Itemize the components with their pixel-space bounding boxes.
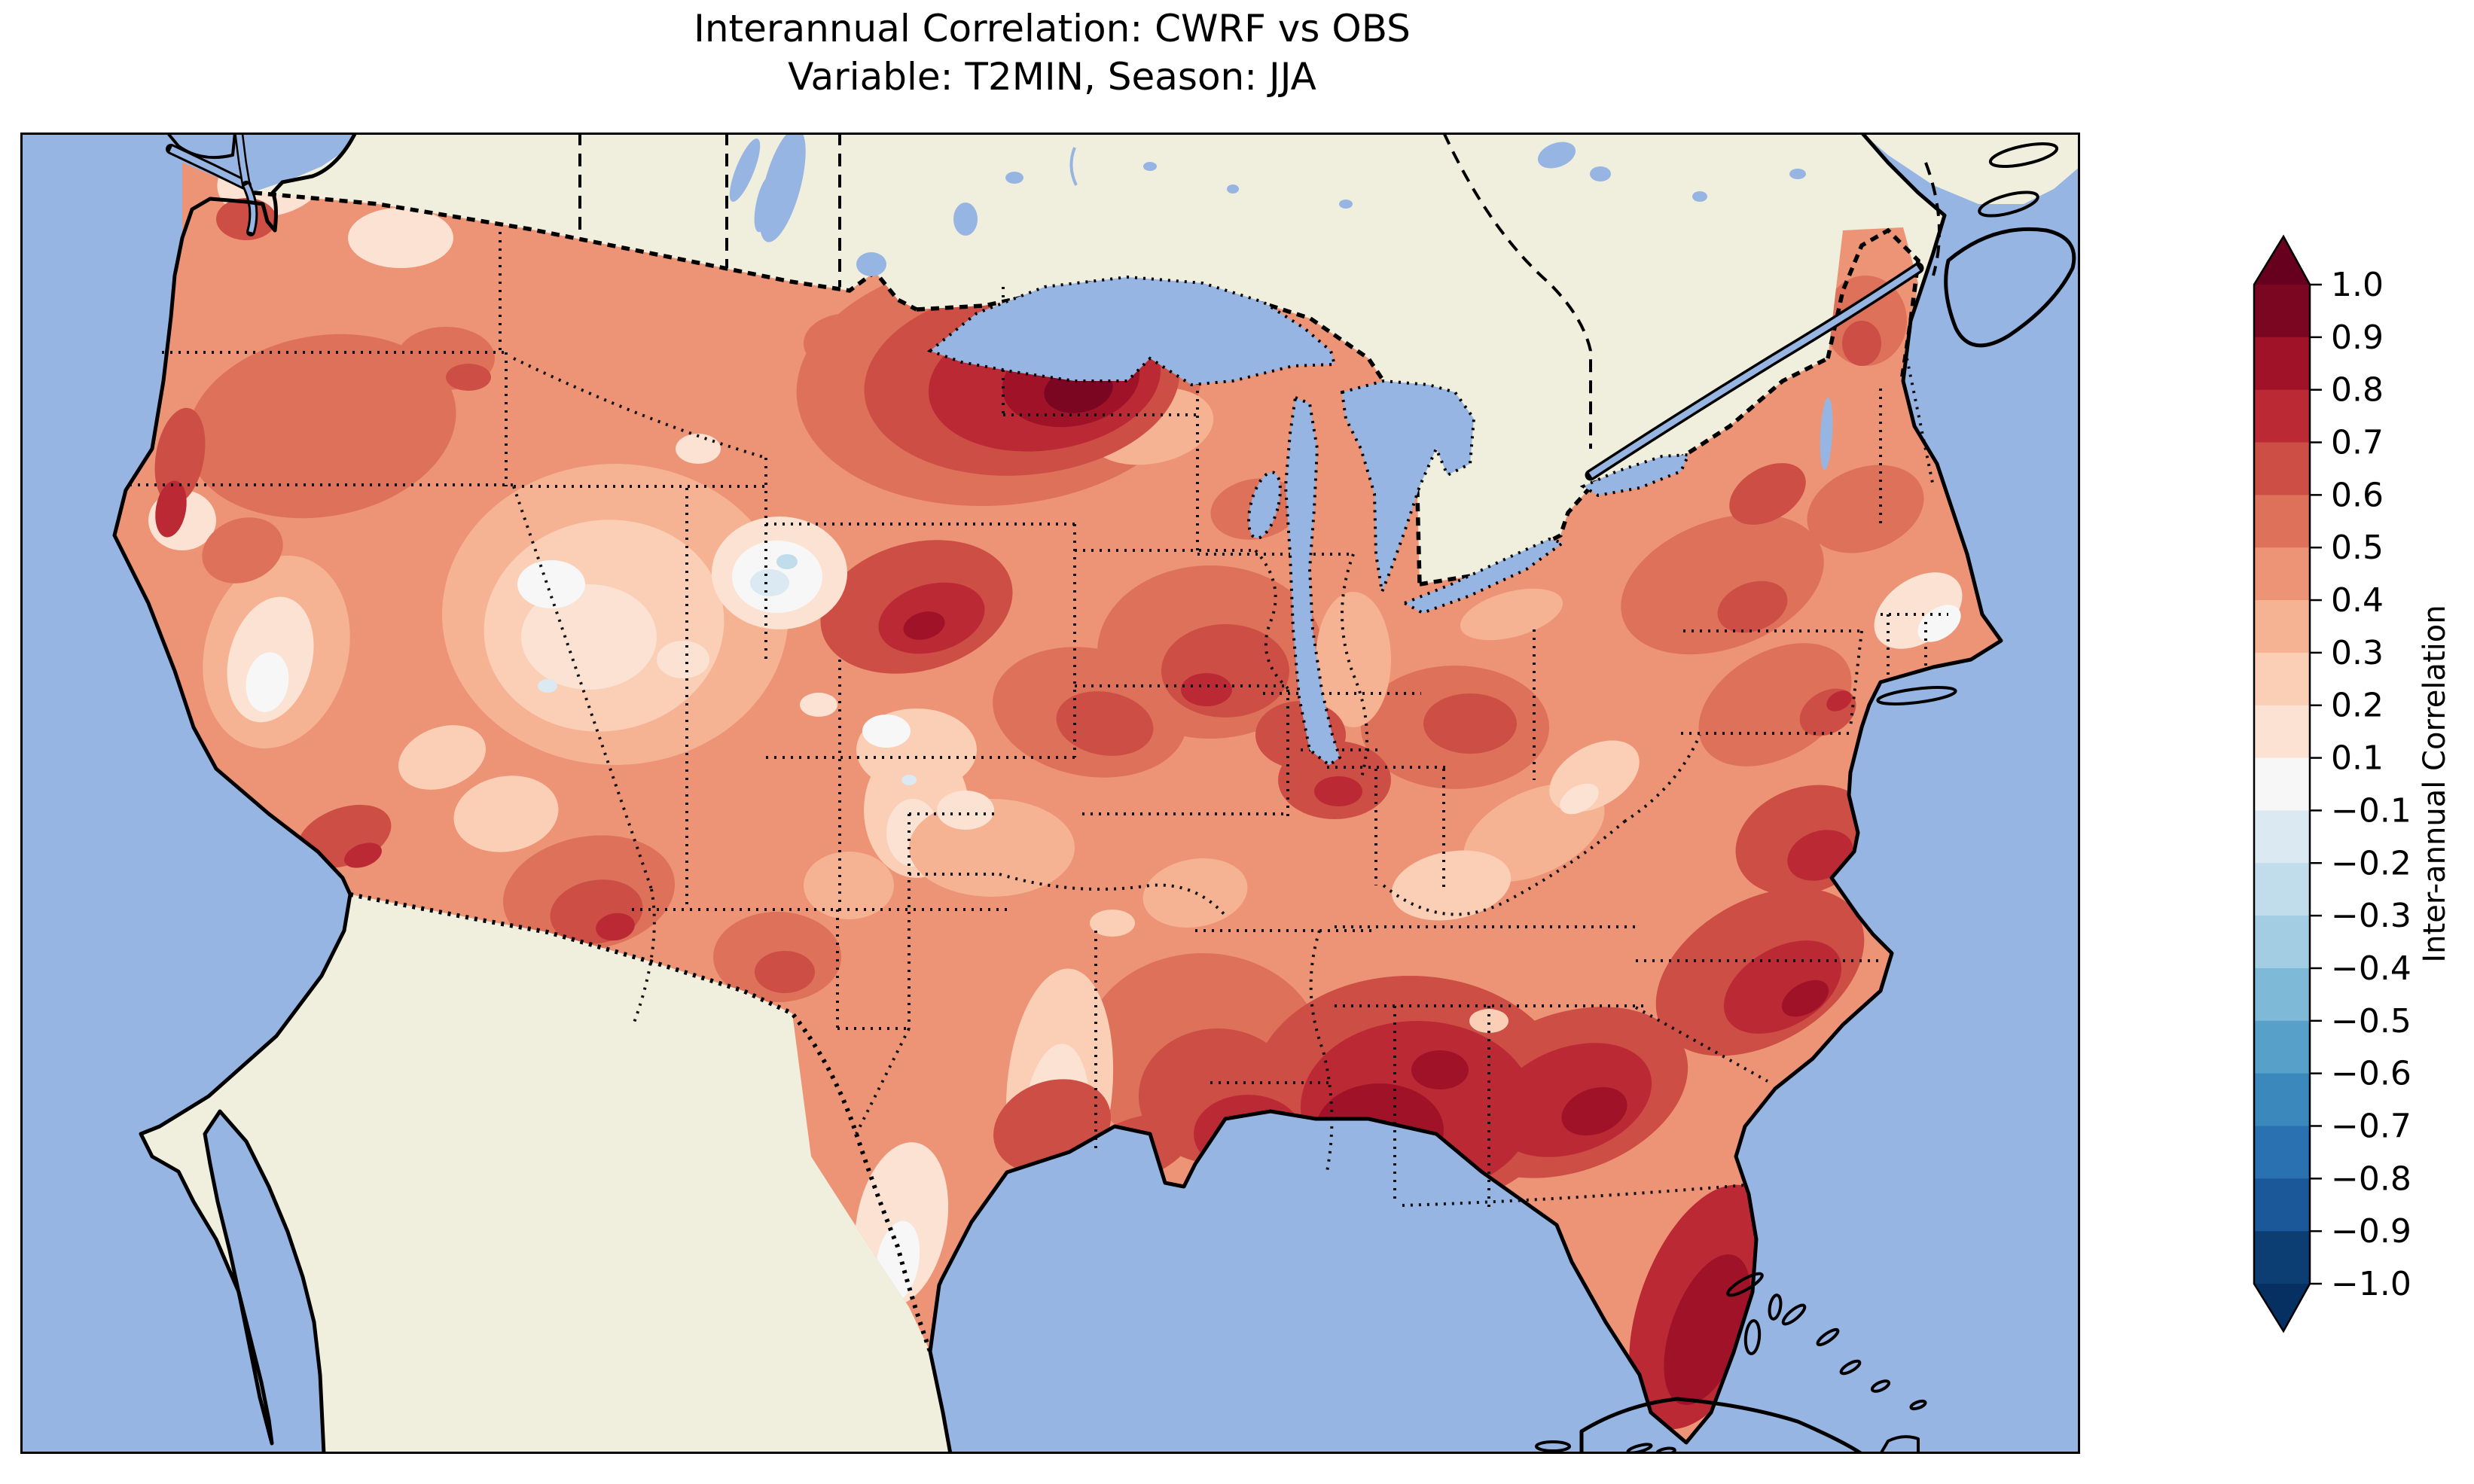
us-canada-border [253,190,918,312]
svg-text:−0.8: −0.8 [2331,1159,2411,1198]
ocean [20,133,2080,1454]
lake-superior [926,275,1337,387]
colorbar-ticks: 1.0 0.9 0.8 0.7 0.6 0.5 0.4 0.3 0.2 0.1 −0.1 −0.2 −0… [2310,266,2411,1303]
coastlines [112,133,2003,1454]
svg-text:−1.0: −1.0 [2331,1265,2411,1303]
svg-text:0.9: 0.9 [2331,318,2384,357]
svg-text:0.5: 0.5 [2331,529,2384,567]
svg-text:−0.5: −0.5 [2331,1002,2411,1041]
title-line-1: Interannual Correlation: CWRF vs OBS [694,7,1411,50]
lake-champlain [1820,398,1833,470]
lake-huron [1340,379,1476,598]
lake-erie [1401,537,1566,615]
svg-text:0.1: 0.1 [2331,739,2384,778]
prince-edward-island [1978,190,2039,218]
colorbar-segments [2254,285,2310,1284]
svg-text:−0.7: −0.7 [2331,1107,2411,1145]
vancouver-island-tip [166,133,236,160]
lake-michigan [1283,395,1342,767]
province-borders [578,133,1941,449]
bahamas [1726,1272,1927,1411]
svg-text:0.6: 0.6 [2331,476,2384,514]
title-line-2: Variable: T2MIN, Season: JJA [788,55,1316,99]
anticosti-island [1988,142,2059,169]
state-borders [130,232,1948,1209]
svg-text:0.7: 0.7 [2331,424,2384,462]
svg-text:0.8: 0.8 [2331,371,2384,410]
colorbar-extend-over [2254,236,2310,285]
svg-text:1.0: 1.0 [2331,266,2384,304]
svg-text:0.3: 0.3 [2331,634,2384,672]
great-lakes [926,275,1833,767]
lake-ontario [1579,453,1692,498]
svg-text:0.2: 0.2 [2331,687,2384,725]
svg-text:−0.6: −0.6 [2331,1055,2411,1093]
svg-text:−0.9: −0.9 [2331,1212,2411,1251]
map-frame [20,133,2080,1454]
figure-title: Interannual Correlation: CWRF vs OBS Var… [20,5,2084,101]
us-mexico-border [349,892,932,1353]
svg-text:−0.2: −0.2 [2331,844,2411,882]
nova-scotia [1944,227,2076,348]
svg-text:−0.3: −0.3 [2331,897,2411,935]
colorbar-extend-under [2254,1284,2310,1331]
waterways [166,133,1924,481]
long-island [1876,686,1957,705]
colorbar-axis-label: Inter-annual Correlation [2418,605,2452,962]
hispaniola-edge [1879,1435,1920,1454]
green-bay [1247,471,1282,540]
map-panel [20,133,2080,1454]
cuba [1579,1397,1864,1454]
svg-text:−0.4: −0.4 [2331,949,2411,988]
svg-text:0.4: 0.4 [2331,581,2384,620]
svg-text:−0.1: −0.1 [2331,791,2411,830]
canada-lakes [729,133,1806,276]
colorbar: 1.0 0.9 0.8 0.7 0.6 0.5 0.4 0.3 0.2 0.1 −0.1 −0.2 −0… [2253,234,2452,1333]
